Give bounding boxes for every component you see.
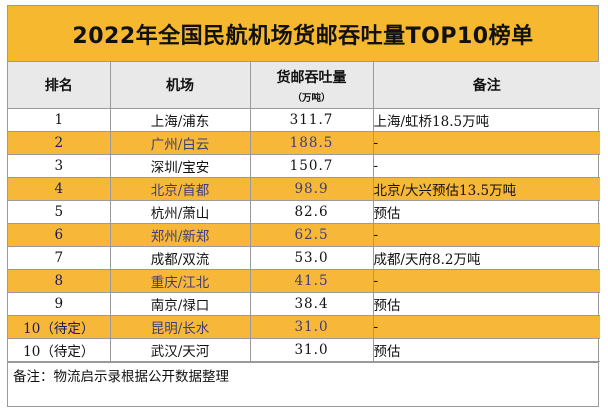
rank-cell: 6 (8, 223, 111, 247)
header-cargo-unit: （万吨） (292, 92, 331, 104)
ranking-sheet: 2022年全国民航机场货邮吞吐量TOP10榜单 排名 机场 货邮吞吐量 （万吨）… (7, 5, 600, 407)
note-cell: 预估 (372, 200, 600, 224)
note-cell: 预估 (372, 292, 600, 316)
airport-cell: 重庆/江北 (109, 269, 251, 293)
table-row: 5 杭州/萧山 82.6 预估 (8, 200, 600, 224)
rank-cell: 10（待定） (8, 315, 111, 339)
table-row: 1 上海/浦东 311.7 上海/虹桥18.5万吨 (8, 108, 600, 132)
note-cell: - (372, 315, 600, 339)
table-row: 2 广州/白云 188.5 - (8, 131, 600, 155)
note-cell: 上海/虹桥18.5万吨 (372, 108, 600, 132)
airport-cell: 上海/浦东 (109, 108, 251, 132)
table-row: 7 成都/双流 53.0 成都/天府8.2万吨 (8, 246, 600, 270)
rank-cell: 7 (8, 246, 111, 270)
source-footnote: 备注：物流启示录根据公开数据整理 (8, 362, 598, 387)
cargo-cell: 62.5 (249, 223, 374, 247)
note-cell: - (372, 154, 600, 178)
note-cell: 北京/大兴预估13.5万吨 (372, 177, 600, 201)
table-row: 9 南京/禄口 38.4 预估 (8, 292, 600, 316)
table-row: 4 北京/首都 98.9 北京/大兴预估13.5万吨 (8, 177, 600, 201)
airport-cell: 成都/双流 (109, 246, 251, 270)
airport-cell: 杭州/萧山 (109, 200, 251, 224)
table-row: 10（待定） 昆明/长水 31.0 - (8, 315, 600, 339)
cargo-cell: 31.0 (249, 338, 374, 362)
airport-cell: 北京/首都 (109, 177, 251, 201)
rank-cell: 4 (8, 177, 111, 201)
cargo-cell: 38.4 (249, 292, 374, 316)
note-cell: 成都/天府8.2万吨 (372, 246, 600, 270)
cargo-cell: 311.7 (249, 108, 374, 132)
airport-cell: 南京/禄口 (109, 292, 251, 316)
rank-cell: 9 (8, 292, 111, 316)
header-cargo: 货邮吞吐量 （万吨） (249, 62, 374, 109)
table-row: 8 重庆/江北 41.5 - (8, 269, 600, 293)
cargo-cell: 53.0 (249, 246, 374, 270)
cargo-cell: 188.5 (249, 131, 374, 155)
airport-cell: 广州/白云 (109, 131, 251, 155)
table-row: 6 郑州/新郑 62.5 - (8, 223, 600, 247)
rank-cell: 10（待定） (8, 338, 111, 362)
airport-cell: 武汉/天河 (109, 338, 251, 362)
note-cell: 预估 (372, 338, 600, 362)
ranking-table: 排名 机场 货邮吞吐量 （万吨） 备注 1 上海/浦东 311.7 上海/虹桥1… (8, 62, 600, 362)
header-note: 备注 (372, 62, 600, 109)
page-title: 2022年全国民航机场货邮吞吐量TOP10榜单 (8, 6, 598, 62)
rank-cell: 8 (8, 269, 111, 293)
cargo-cell: 31.0 (249, 315, 374, 339)
header-airport: 机场 (109, 62, 251, 109)
header-row: 排名 机场 货邮吞吐量 （万吨） 备注 (8, 62, 600, 109)
cargo-cell: 98.9 (249, 177, 374, 201)
header-rank: 排名 (8, 62, 111, 109)
cargo-cell: 41.5 (249, 269, 374, 293)
header-cargo-label: 货邮吞吐量 (276, 69, 347, 86)
airport-cell: 郑州/新郑 (109, 223, 251, 247)
table-row: 10（待定） 武汉/天河 31.0 预估 (8, 338, 600, 362)
note-cell: - (372, 223, 600, 247)
rank-cell: 3 (8, 154, 111, 178)
airport-cell: 昆明/长水 (109, 315, 251, 339)
note-cell: - (372, 131, 600, 155)
rank-cell: 2 (8, 131, 111, 155)
rank-cell: 1 (8, 108, 111, 132)
note-cell: - (372, 269, 600, 293)
rank-cell: 5 (8, 200, 111, 224)
airport-cell: 深圳/宝安 (109, 154, 251, 178)
cargo-cell: 82.6 (249, 200, 374, 224)
cargo-cell: 150.7 (249, 154, 374, 178)
table-row: 3 深圳/宝安 150.7 - (8, 154, 600, 178)
